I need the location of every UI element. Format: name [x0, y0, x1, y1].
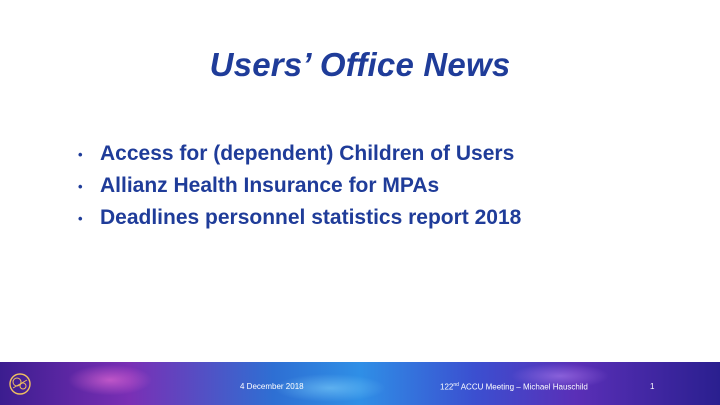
meeting-suffix: nd [453, 382, 459, 388]
footer-meeting: 122nd ACCU Meeting – Michael Hauschild [440, 382, 588, 392]
bullet-icon: • [78, 210, 83, 226]
footer-decoration [0, 362, 720, 405]
bullet-icon: • [78, 178, 83, 194]
bullet-text: Deadlines personnel statistics report 20… [100, 206, 522, 229]
bullet-item: • Deadlines personnel statistics report … [78, 202, 521, 234]
bullet-item: • Access for (dependent) Children of Use… [78, 138, 521, 170]
bullet-icon: • [78, 146, 83, 162]
cern-logo-icon [9, 373, 31, 395]
footer-date: 4 December 2018 [240, 382, 304, 391]
footer-bar: 4 December 2018 122nd ACCU Meeting – Mic… [0, 362, 720, 405]
meeting-text: ACCU Meeting – Michael Hauschild [458, 382, 588, 392]
bullet-text: Access for (dependent) Children of Users [100, 142, 515, 165]
bullet-list: • Access for (dependent) Children of Use… [78, 138, 521, 234]
page-number: 1 [650, 382, 655, 391]
bullet-item: • Allianz Health Insurance for MPAs [78, 170, 521, 202]
meeting-number: 122 [440, 382, 454, 392]
slide-title: Users’ Office News [209, 46, 511, 83]
bullet-text: Allianz Health Insurance for MPAs [100, 174, 440, 197]
